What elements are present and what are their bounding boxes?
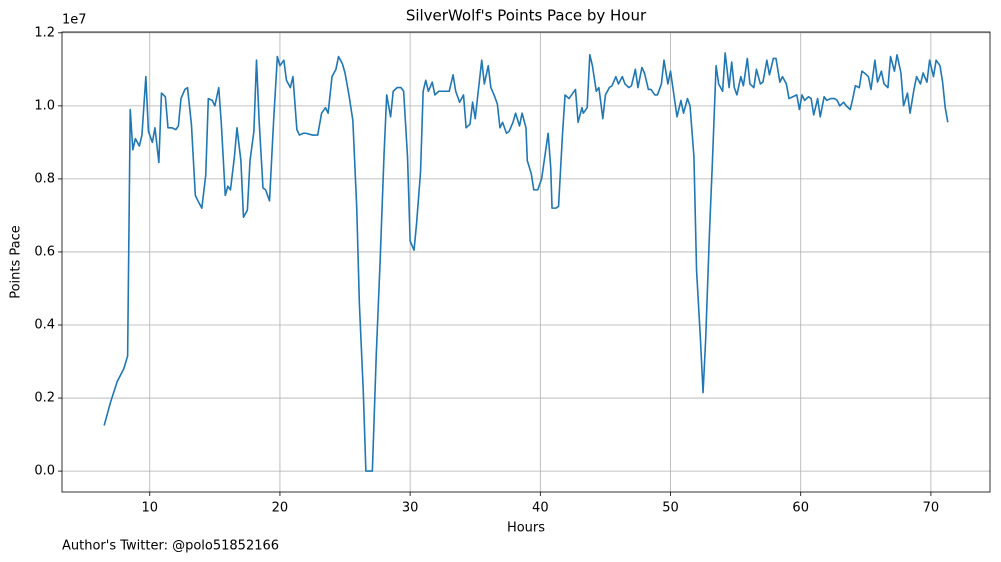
y-tick-label: 0.0 (34, 464, 55, 479)
y-tick-label: 1.0 (34, 98, 55, 113)
y-tick-label: 0.8 (34, 171, 55, 186)
x-tick-label: 40 (532, 501, 549, 516)
y-tick-label: 1.2 (34, 25, 55, 40)
data-line (103, 52, 949, 472)
x-tick-label: 10 (141, 501, 158, 516)
y-tick-label: 0.6 (34, 244, 55, 259)
x-axis-label: Hours (507, 521, 545, 536)
x-tick-label: 50 (662, 501, 679, 516)
y-axis-label: Points Pace (9, 225, 24, 299)
y-tick-label: 0.2 (34, 391, 55, 406)
y-offset-label: 1e7 (62, 13, 87, 28)
plot-frame (61, 31, 991, 493)
chart-title: SilverWolf's Points Pace by Hour (406, 7, 647, 25)
x-tick-label: 60 (792, 501, 809, 516)
y-tick-label: 0.4 (34, 318, 55, 333)
x-tick-label: 30 (402, 501, 419, 516)
x-tick-label: 20 (272, 501, 289, 516)
x-tick-label: 70 (923, 501, 940, 516)
footnote: Author's Twitter: @polo51852166 (62, 539, 279, 554)
